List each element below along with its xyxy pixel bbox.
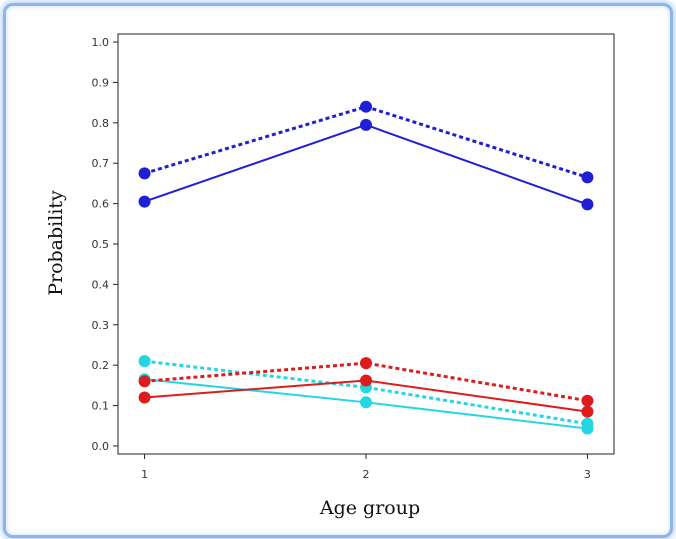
y-tick-label: 0.5 <box>92 238 110 251</box>
data-point <box>360 118 372 131</box>
y-tick-label: 0.0 <box>92 440 110 453</box>
data-point <box>138 195 151 208</box>
data-point <box>138 355 151 368</box>
y-tick-label: 0.2 <box>92 359 110 372</box>
y-axis-title: Probability <box>45 190 67 296</box>
series-line <box>144 361 588 403</box>
data-point <box>581 171 594 184</box>
y-axis: 0.0 0.1 0.2 0.3 0.4 0.5 0.6 0.7 0.8 0.9 1.0 <box>92 36 118 453</box>
x-tick-label: 1 <box>141 468 148 481</box>
data-point <box>360 357 372 370</box>
y-tick-label: 0.9 <box>92 76 110 89</box>
series-6 <box>138 374 594 418</box>
data-point <box>581 405 594 418</box>
x-tick-label: 2 <box>363 468 370 481</box>
series-5 <box>138 357 594 407</box>
y-tick-label: 0.8 <box>92 117 110 130</box>
data-point <box>138 391 151 404</box>
series-line <box>144 105 588 179</box>
series-layer <box>138 100 594 435</box>
data-point <box>360 396 372 409</box>
series-line <box>144 123 588 206</box>
chart-frame <box>3 3 673 538</box>
y-tick-label: 0.6 <box>92 198 110 211</box>
data-point <box>138 375 151 388</box>
y-tick-label: 0.3 <box>92 319 110 332</box>
data-point <box>581 394 594 407</box>
series-2 <box>138 118 594 211</box>
x-axis: 1 2 3 <box>141 454 591 481</box>
x-tick-label: 3 <box>584 468 591 481</box>
data-point <box>581 422 594 435</box>
data-point <box>360 100 372 113</box>
data-point <box>581 198 594 211</box>
y-tick-label: 1.0 <box>92 36 110 49</box>
data-point <box>138 167 151 180</box>
series-1 <box>138 100 594 184</box>
y-tick-label: 0.7 <box>92 157 110 170</box>
data-point <box>360 374 372 387</box>
y-tick-label: 0.4 <box>92 278 110 291</box>
series-line <box>144 359 588 426</box>
x-axis-title: Age group <box>319 497 420 519</box>
y-tick-label: 0.1 <box>92 400 110 413</box>
